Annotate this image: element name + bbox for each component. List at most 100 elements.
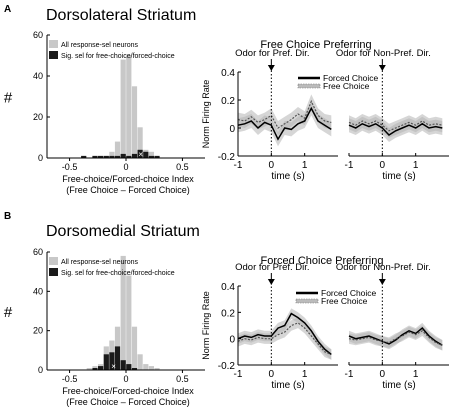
hist-bar-a-s0-8 xyxy=(126,55,132,158)
hist-legend-label-b-1: Sig. sel for free-choice/forced-choice xyxy=(61,270,175,277)
psth-band-a-r-1 xyxy=(349,114,443,138)
hist-x-tick-label-a-2: 0.5 xyxy=(176,162,189,172)
hist-bar-a-s1-3 xyxy=(98,155,104,158)
hist-y-tick-label-b-2: 40 xyxy=(33,286,43,296)
hist-bar-b-s1-7 xyxy=(120,360,126,370)
psth-band-b-l-1 xyxy=(238,317,332,360)
psth-line-b-r-1 xyxy=(348,330,443,346)
hist-bar-a-s1-13 xyxy=(154,155,160,158)
hist-bar-a-s0-5 xyxy=(109,151,115,158)
hist-bar-a-s1-0 xyxy=(81,155,87,158)
psth-y-label-b-l: Norm Firing Rate xyxy=(201,291,211,360)
psth-annotation-b-r: Odor for Non-Pref. Dir. xyxy=(336,262,431,273)
psth-legend-label-a-1: Free Choice xyxy=(323,81,370,91)
hist-x-tick-label-b-1: 0 xyxy=(123,374,128,384)
psth-x-tick-label-a-r-2: 1 xyxy=(413,160,419,171)
hist-bar-b-s0-7 xyxy=(120,255,126,370)
hist-x-label2-b: (Free Choice – Forced Choice) xyxy=(66,397,190,407)
hist-bar-a-s1-2 xyxy=(92,155,98,158)
psth-legend-label-b-0: Forced Choice xyxy=(321,288,377,298)
psth-title-b: Forced Choice Preferring xyxy=(261,255,384,267)
psth-x-tick-label-b-r-0: -1 xyxy=(345,369,354,380)
hist-x-tick-label-b-0: -0.5 xyxy=(62,374,78,384)
hist-bar-a-s1-10 xyxy=(137,149,143,158)
hist-marker-a: × xyxy=(138,150,143,159)
hist-bar-b-s0-9 xyxy=(131,326,138,370)
psth-x-label-b-r: time (s) xyxy=(382,380,415,391)
panel-label-b: B xyxy=(4,211,11,222)
hist-bar-a-s1-4 xyxy=(103,155,109,158)
hist-legend-label-b-0: All response-sel neurons xyxy=(61,259,139,266)
hist-y-tick-label-a-3: 60 xyxy=(33,30,43,40)
hist-legend-swatch-a-1 xyxy=(49,51,58,59)
psth-x-tick-label-a-l-0: -1 xyxy=(234,160,243,171)
panel-label-a: A xyxy=(4,4,11,15)
hist-x-tick-label-a-1: 0 xyxy=(123,162,128,172)
psth-x-tick-label-b-l-0: -1 xyxy=(234,369,243,380)
psth-line-b-r-0 xyxy=(348,327,443,346)
psth-x-label-a-r: time (s) xyxy=(382,171,415,182)
hist-bar-b-s0-12 xyxy=(148,366,154,370)
hist-bar-b-s1-2 xyxy=(92,368,98,370)
psth-x-tick-label-a-l-2: 1 xyxy=(302,160,308,171)
hist-x-tick-label-a-0: -0.5 xyxy=(62,162,78,172)
psth-annotation-a-r: Odor for Non-Pref. Dir. xyxy=(336,48,431,59)
hist-bar-a-s0-7 xyxy=(120,59,126,158)
hist-y-label-a: # xyxy=(4,90,13,107)
psth-line-a-l-1 xyxy=(237,99,332,129)
hist-bar-a-s0-10 xyxy=(137,127,143,159)
psth-y-tick-label-a-l-1: 0 xyxy=(229,124,235,135)
hist-bar-a-s1-5 xyxy=(109,155,115,158)
hist-legend-swatch-a-0 xyxy=(49,40,58,48)
psth-x-tick-label-b-r-1: 0 xyxy=(380,369,386,380)
section-title-b: Dorsomedial Striatum xyxy=(46,223,200,240)
hist-bar-b-s0-13 xyxy=(154,368,160,370)
psth-title-a: Free Choice Preferring xyxy=(260,39,371,51)
psth-legend-label-b-1: Free Choice xyxy=(321,296,368,306)
psth-arrow-head-b-l xyxy=(267,279,275,285)
hist-y-label-b: # xyxy=(4,304,13,321)
hist-y-tick-label-b-1: 20 xyxy=(33,326,43,336)
psth-x-label-a-l: time (s) xyxy=(271,171,304,182)
psth-x-tick-label-b-l-2: 1 xyxy=(302,369,308,380)
hist-y-tick-label-a-2: 40 xyxy=(33,71,43,81)
hist-x-label-b: Free-choice/Forced-choice Index xyxy=(62,386,194,396)
hist-bar-a-s1-11 xyxy=(143,151,149,158)
hist-bar-b-s0-11 xyxy=(143,364,149,370)
hist-legend-label-a-0: All response-sel neurons xyxy=(61,42,139,49)
psth-line-b-l-1 xyxy=(237,322,332,356)
psth-x-tick-label-a-r-1: 0 xyxy=(380,160,386,171)
hist-bar-b-s1-8 xyxy=(126,364,132,370)
hist-bar-b-s1-5 xyxy=(109,352,115,370)
hist-bar-b-s1-3 xyxy=(98,366,104,370)
hist-bar-b-s0-10 xyxy=(137,354,143,370)
psth-band-b-r-1 xyxy=(349,325,443,351)
psth-x-tick-label-b-r-2: 1 xyxy=(413,369,419,380)
psth-y-tick-label-b-l-3: 0.4 xyxy=(221,282,235,293)
psth-y-tick-label-a-l-3: 0.4 xyxy=(221,68,235,79)
hist-legend-swatch-b-1 xyxy=(49,268,58,276)
psth-arrow-head-a-r xyxy=(378,65,386,71)
psth-line-a-l-0 xyxy=(237,106,332,141)
psth-y-tick-label-b-l-0: -0.2 xyxy=(218,361,236,372)
hist-x-label2-a: (Free Choice – Forced Choice) xyxy=(66,185,190,195)
hist-bar-b-s0-1 xyxy=(86,368,92,370)
psth-legend-swatch-b-1 xyxy=(295,298,319,304)
psth-legend-label-a-0: Forced Choice xyxy=(323,73,379,83)
psth-line-b-l-0 xyxy=(237,312,332,356)
hist-x-label-a: Free-choice/Forced-choice Index xyxy=(62,174,194,184)
hist-y-tick-label-a-1: 20 xyxy=(33,112,43,122)
hist-bar-a-s0-12 xyxy=(148,151,154,158)
hist-bar-b-s0-8 xyxy=(126,275,132,370)
psth-y-tick-label-a-l-2: 0.2 xyxy=(221,96,235,107)
psth-arrow-head-a-l xyxy=(267,65,275,71)
hist-bar-b-s1-9 xyxy=(131,368,138,370)
psth-y-label-a-l: Norm Firing Rate xyxy=(201,80,211,149)
hist-bar-a-s1-12 xyxy=(148,155,154,158)
hist-bar-a-s1-7 xyxy=(120,153,126,158)
hist-legend-swatch-b-0 xyxy=(49,257,58,265)
psth-x-tick-label-a-r-0: -1 xyxy=(345,160,354,171)
psth-annotation-b-l: Odor for Pref. Dir. xyxy=(235,262,309,273)
hist-x-tick-label-b-2: 0.5 xyxy=(176,374,189,384)
